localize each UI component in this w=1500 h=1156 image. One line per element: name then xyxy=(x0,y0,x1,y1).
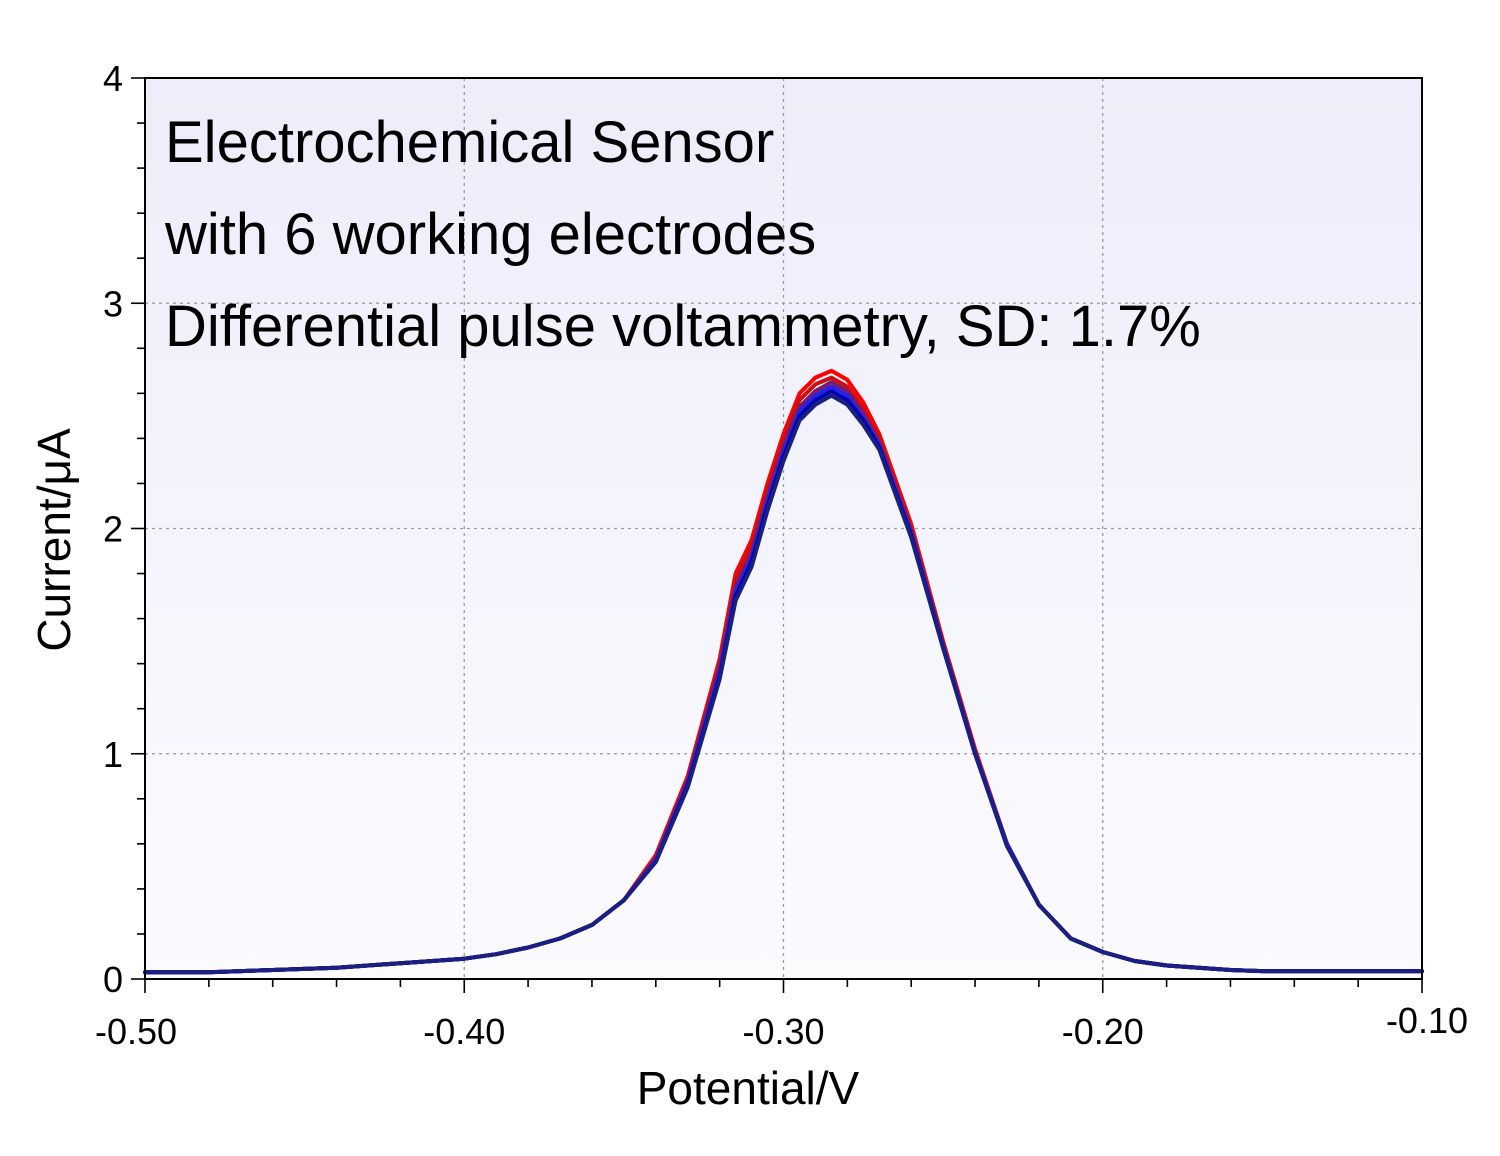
x-tick-label: -0.50 xyxy=(95,1011,177,1052)
annotation-line-3: Differential pulse voltammetry, SD: 1.7% xyxy=(165,294,1201,359)
x-tick-label: -0.10 xyxy=(1386,1000,1468,1041)
series-line-6 xyxy=(143,393,1424,975)
x-tick-label: -0.20 xyxy=(1062,1011,1144,1052)
y-tick-label: 1 xyxy=(103,734,123,775)
y-tick-label: 3 xyxy=(103,283,123,324)
y-tick-label: 2 xyxy=(103,509,123,550)
series-lines xyxy=(143,368,1424,975)
y-tick-label: 0 xyxy=(103,959,123,1000)
annotation-line-2: with 6 working electrodes xyxy=(164,202,816,267)
gridlines xyxy=(145,78,1422,979)
chart-annotation: Electrochemical Sensor with 6 working ele… xyxy=(164,110,1201,359)
x-tick-label: -0.40 xyxy=(423,1011,505,1052)
x-axis-title: Potential/V xyxy=(637,1062,860,1114)
x-tick-label: -0.30 xyxy=(742,1011,824,1052)
annotation-line-1: Electrochemical Sensor xyxy=(165,110,774,175)
y-tick-label: 4 xyxy=(103,58,123,99)
tick-labels: -0.50 -0.40 -0.30 -0.20 -0.10 0 1 2 3 4 xyxy=(95,58,1468,1052)
axes xyxy=(131,77,1423,993)
y-axis-title: Current/μA xyxy=(28,428,80,652)
